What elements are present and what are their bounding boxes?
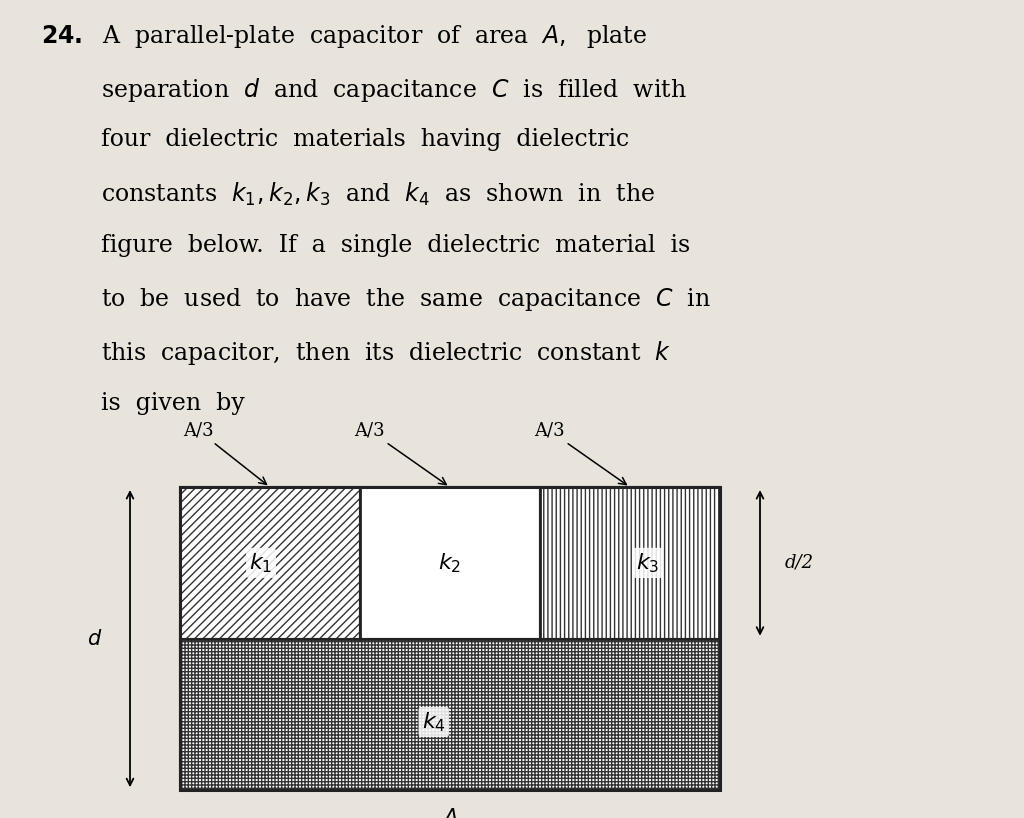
Text: constants  $k_1, k_2, k_3$  and  $k_4$  as  shown  in  the: constants $k_1, k_2, k_3$ and $k_4$ as s… [41,181,655,208]
Text: to  be  used  to  have  the  same  capacitance  $C$  in: to be used to have the same capacitance … [41,286,711,313]
Bar [180,639,720,790]
Text: A/3: A/3 [182,421,266,484]
Text: A/3: A/3 [353,421,446,484]
Bar [360,488,540,639]
Text: $k_3$: $k_3$ [636,551,659,575]
Bar [540,488,720,639]
Text: separation  $d$  and  capacitance  $C$  is  filled  with: separation $d$ and capacitance $C$ is fi… [41,75,687,104]
Text: $k_2$: $k_2$ [438,551,462,575]
Bar [180,488,720,790]
Text: $k_4$: $k_4$ [422,710,445,734]
Text: this  capacitor,  then  its  dielectric  constant  $k$: this capacitor, then its dielectric cons… [41,339,671,367]
Text: A/3: A/3 [534,421,627,484]
Text: $\mathbf{24.}$  A  parallel-plate  capacitor  of  area  $A,$  plate: $\mathbf{24.}$ A parallel-plate capacito… [41,23,647,50]
Text: d/2: d/2 [785,554,814,572]
Bar [180,488,360,639]
Text: four  dielectric  materials  having  dielectric: four dielectric materials having dielect… [41,128,629,151]
Text: $d$: $d$ [87,628,102,649]
Text: is  given  by: is given by [41,392,245,415]
Text: figure  below.  If  a  single  dielectric  material  is: figure below. If a single dielectric mat… [41,234,690,257]
Text: $k_1$: $k_1$ [250,551,272,575]
Text: $A$: $A$ [442,807,458,818]
